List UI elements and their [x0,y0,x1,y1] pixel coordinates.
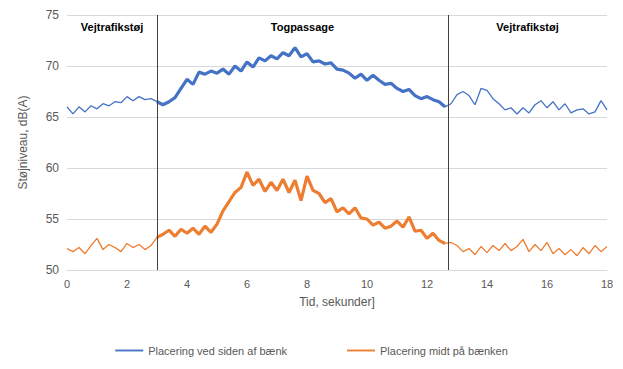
svg-text:8: 8 [304,278,310,290]
svg-text:50: 50 [46,263,60,277]
svg-text:Tid, sekunder]: Tid, sekunder] [299,295,375,309]
svg-text:2: 2 [124,278,130,290]
svg-text:18: 18 [601,278,613,290]
svg-text:0: 0 [64,278,70,290]
svg-text:14: 14 [481,278,493,290]
svg-text:65: 65 [46,110,60,124]
svg-text:16: 16 [541,278,553,290]
svg-text:4: 4 [184,278,190,290]
svg-text:Vejtrafikstøj: Vejtrafikstøj [496,21,558,33]
svg-text:10: 10 [361,278,373,290]
svg-text:70: 70 [46,59,60,73]
svg-text:Støjniveau, dB(A): Støjniveau, dB(A) [16,95,30,189]
svg-text:12: 12 [421,278,433,290]
svg-text:Placering midt på bænken: Placering midt på bænken [380,345,508,357]
svg-text:Vejtrafikstøj: Vejtrafikstøj [81,21,143,33]
svg-text:Placering ved siden af bænk: Placering ved siden af bænk [148,345,287,357]
svg-text:6: 6 [244,278,250,290]
svg-text:75: 75 [46,8,60,22]
svg-text:55: 55 [46,212,60,226]
svg-text:Togpassage: Togpassage [271,21,334,33]
svg-text:60: 60 [46,161,60,175]
